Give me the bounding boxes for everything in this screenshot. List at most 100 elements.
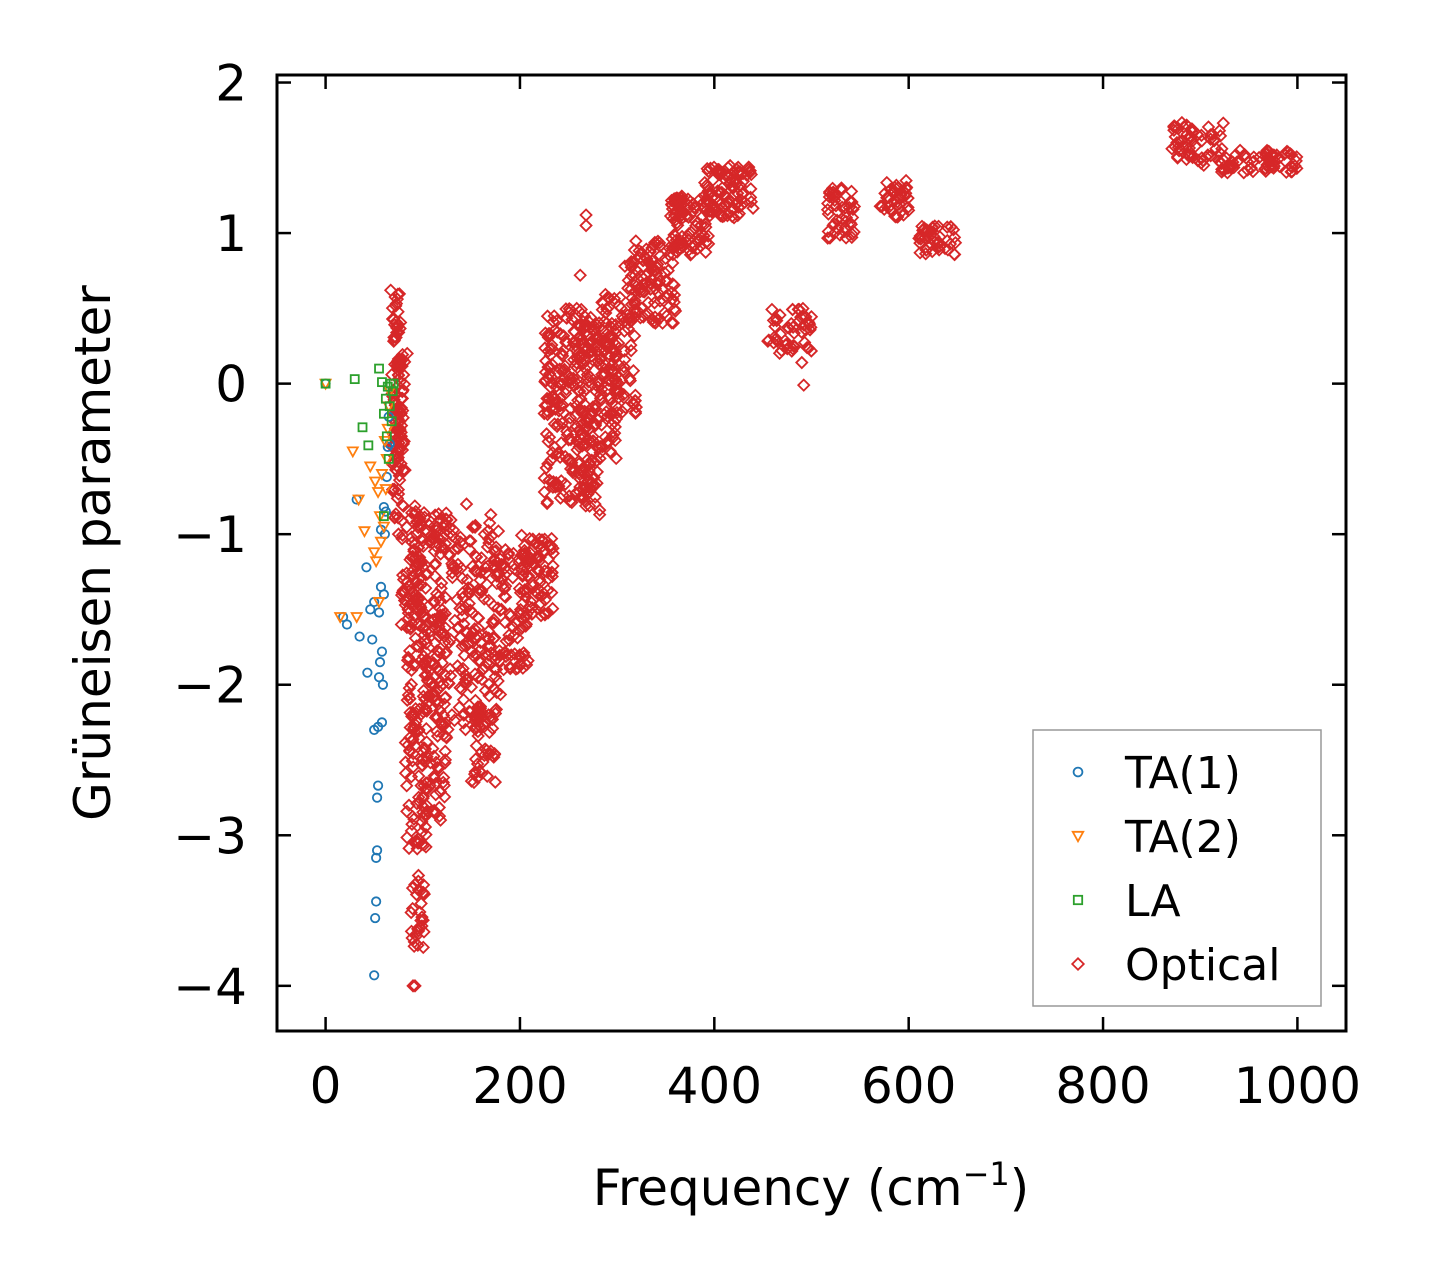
data-point (676, 240, 690, 254)
data-point (889, 210, 903, 224)
data-point (570, 360, 585, 375)
data-point (541, 327, 556, 341)
data-point (588, 402, 603, 416)
data-point (533, 550, 547, 565)
data-point (362, 667, 373, 678)
data-point (551, 365, 565, 380)
data-point (357, 422, 368, 433)
data-point (686, 200, 701, 215)
data-point (444, 513, 458, 527)
data-point (569, 398, 584, 413)
data-point (383, 283, 398, 298)
data-point (562, 489, 577, 503)
data-point (367, 634, 378, 645)
data-point (565, 495, 579, 510)
data-point (586, 429, 600, 444)
data-point (436, 540, 451, 555)
data-point (396, 437, 411, 451)
data-point (387, 330, 401, 345)
data-point (712, 167, 726, 182)
data-point (1284, 148, 1298, 162)
data-point (400, 620, 414, 635)
data-point (474, 551, 489, 565)
data-point (368, 476, 382, 489)
data-point (700, 161, 714, 176)
data-point (797, 335, 812, 350)
data-point (488, 775, 503, 789)
data-point (913, 236, 927, 250)
data-point (690, 216, 704, 231)
data-point (373, 672, 385, 683)
data-point (394, 588, 409, 602)
data-point (539, 427, 554, 441)
data-point (422, 518, 437, 532)
data-point (624, 282, 639, 296)
data-point (429, 523, 444, 538)
data-point (1170, 150, 1185, 164)
data-point (1175, 115, 1189, 130)
data-point (1288, 159, 1302, 173)
data-point (472, 586, 486, 600)
data-point (439, 512, 453, 526)
data-point (472, 713, 486, 728)
data-point (585, 444, 600, 459)
data-point (493, 552, 507, 566)
data-point (506, 629, 521, 643)
data-point (946, 223, 961, 237)
data-point (457, 708, 471, 722)
data-point (666, 247, 680, 262)
data-point (546, 314, 561, 329)
data-point (592, 503, 607, 517)
data-point (741, 160, 756, 174)
data-point (404, 770, 419, 784)
data-point (923, 228, 938, 242)
data-point (418, 820, 433, 834)
data-point (501, 546, 516, 560)
data-point (1201, 148, 1215, 163)
data-point (589, 453, 604, 468)
data-point (390, 452, 405, 466)
data-point (471, 724, 485, 739)
data-point (409, 560, 424, 574)
data-point (556, 488, 570, 502)
y-tick-label: −1 (173, 506, 247, 564)
data-point (462, 542, 477, 557)
data-point (431, 644, 445, 659)
data-point (796, 378, 811, 392)
data-point (469, 550, 484, 564)
data-point (496, 662, 511, 677)
data-point (430, 729, 445, 743)
data-point (609, 322, 623, 336)
y-tick-label: 1 (215, 205, 247, 263)
data-point (445, 708, 459, 722)
data-point (556, 329, 571, 343)
data-point (580, 453, 594, 467)
data-point (595, 439, 610, 454)
data-point (668, 213, 683, 227)
data-point (349, 374, 360, 385)
data-point (877, 202, 892, 217)
data-point (573, 467, 587, 482)
data-point (553, 450, 567, 464)
data-point (495, 572, 510, 586)
data-point (513, 561, 528, 576)
x-tick-label: 200 (472, 1057, 567, 1115)
data-point (607, 426, 622, 440)
data-point (1191, 153, 1206, 168)
data-point (438, 753, 453, 767)
data-point (603, 444, 618, 459)
data-point (583, 458, 597, 472)
data-point (588, 417, 603, 431)
data-point (694, 218, 708, 232)
data-point (873, 199, 888, 214)
data-point (636, 253, 650, 268)
data-point (618, 400, 633, 415)
data-point (1171, 140, 1186, 155)
data-point (657, 294, 671, 308)
data-point (569, 301, 584, 316)
data-point (594, 418, 609, 432)
data-point (762, 333, 776, 347)
data-point (418, 701, 433, 716)
data-point (396, 410, 410, 425)
data-point (606, 343, 621, 358)
